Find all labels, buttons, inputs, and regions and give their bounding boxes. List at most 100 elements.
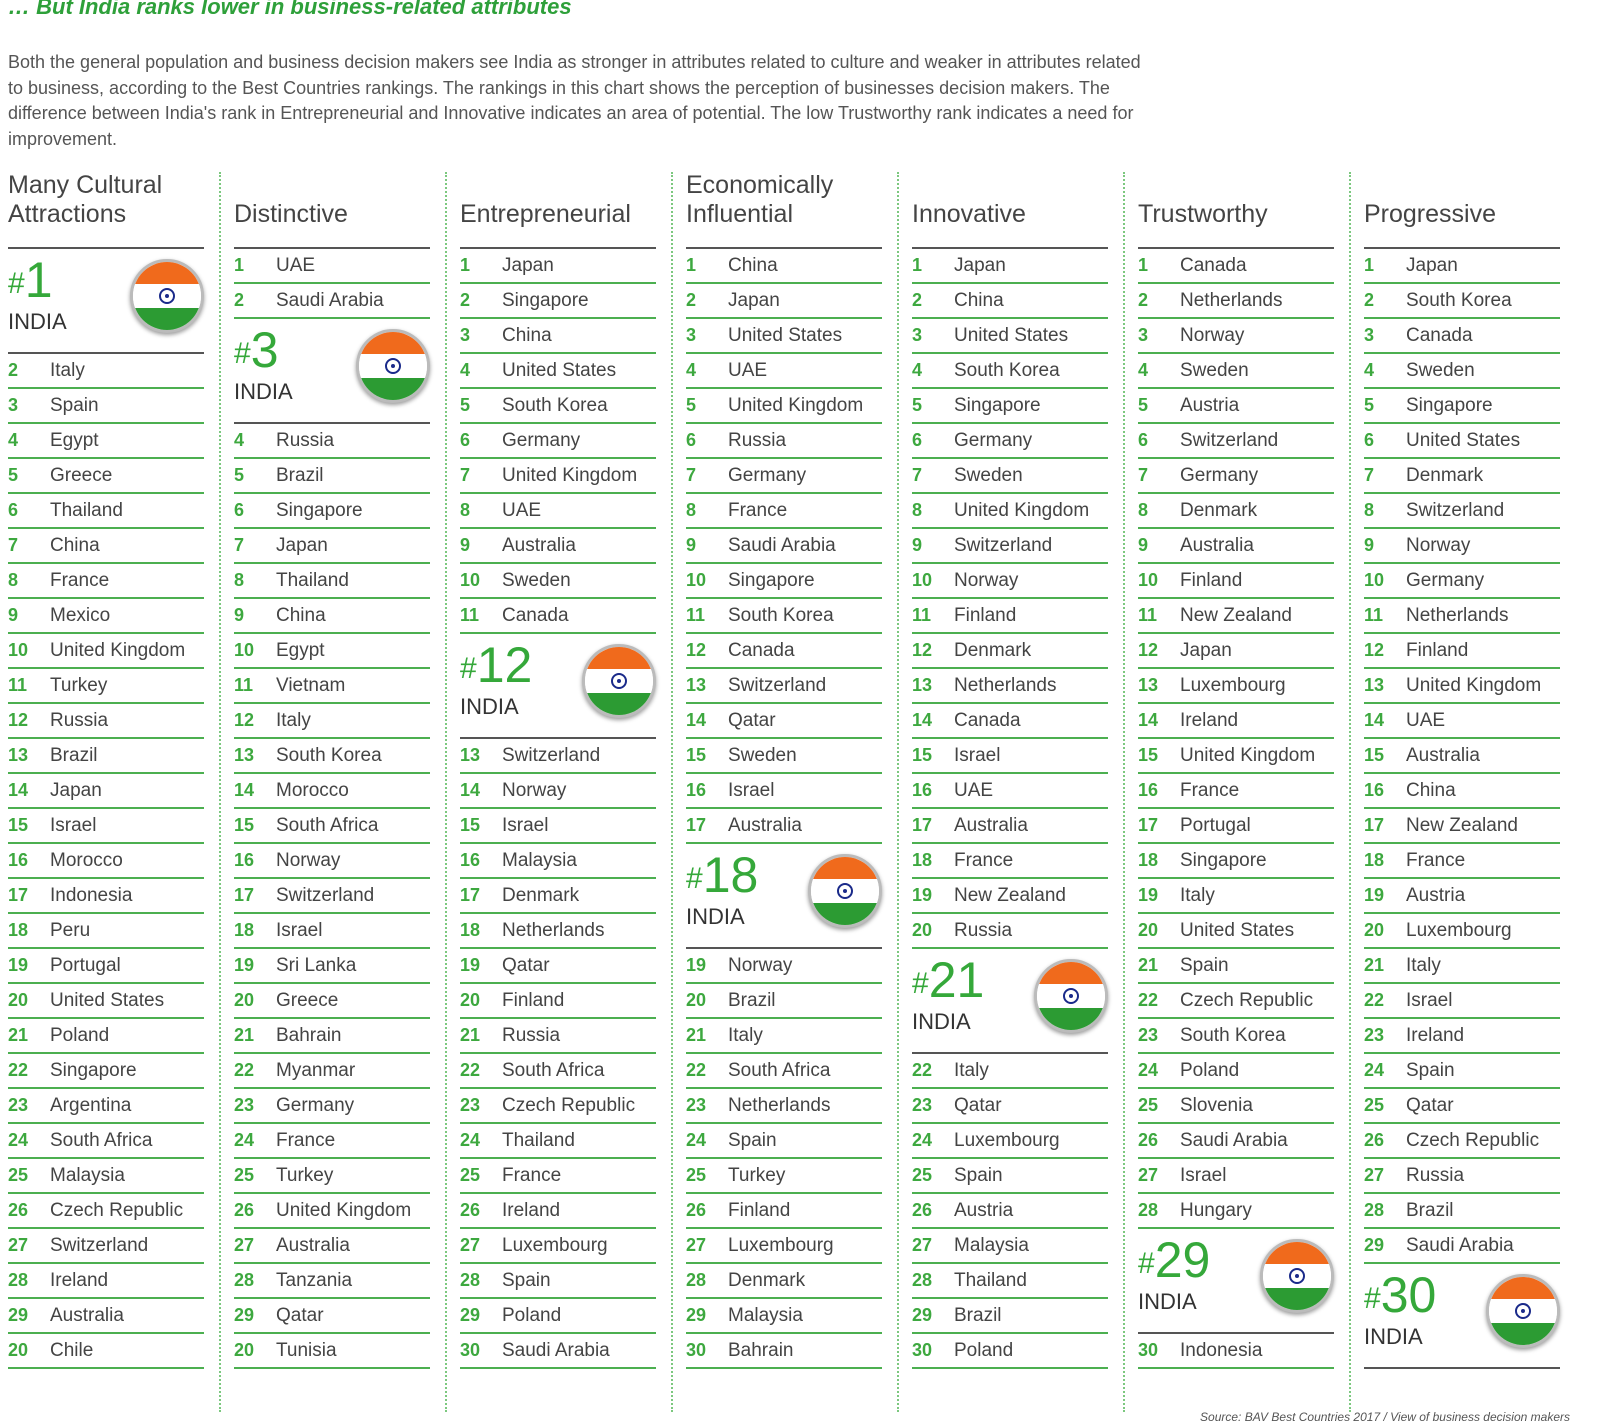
rank-number: 15 [460, 815, 481, 835]
rank-row: 29 Qatar [234, 1299, 430, 1334]
rank-number: 22 [1138, 990, 1159, 1010]
source-note: Source: BAV Best Countries 2017 / View o… [1200, 1410, 1570, 1424]
country-name: Saudi Arabia [502, 1340, 610, 1361]
country-name: Singapore [1406, 395, 1493, 416]
rank-row: 22 South Africa [686, 1054, 882, 1089]
country-name: Israel [502, 815, 549, 836]
rank-number: 8 [912, 500, 923, 520]
rank-number: 14 [234, 780, 255, 800]
rank-number: 28 [686, 1270, 707, 1290]
india-rank-number: 21 [928, 952, 985, 1008]
rank-row: 8 France [8, 564, 204, 599]
column-divider [1349, 172, 1351, 1412]
rank-row: 20 Russia [912, 914, 1108, 949]
rank-number: 1 [1364, 255, 1375, 275]
country-name: France [276, 1130, 336, 1151]
country-name: Australia [954, 815, 1028, 836]
rank-row: 28 Spain [460, 1264, 656, 1299]
rank-number: 8 [1364, 500, 1375, 520]
rank-row: 2 Japan [686, 284, 882, 319]
column-header: Innovative [912, 170, 1108, 249]
rank-number: 26 [686, 1200, 707, 1220]
country-name: Canada [1406, 325, 1473, 346]
rank-row: 9 Switzerland [912, 529, 1108, 564]
column-title: Innovative [912, 200, 1026, 228]
country-name: Israel [1180, 1165, 1227, 1186]
rank-row: 14 UAE [1364, 704, 1560, 739]
country-name: Denmark [1180, 500, 1258, 521]
country-name: Israel [728, 780, 775, 801]
rank-row: 7 Germany [1138, 459, 1334, 494]
rank-row: 1 China [686, 249, 882, 284]
country-name: Brazil [1406, 1200, 1454, 1221]
country-name: Malaysia [954, 1235, 1029, 1256]
rank-row: 18 Peru [8, 914, 204, 949]
rank-number: 19 [1138, 885, 1159, 905]
rank-number: 7 [686, 465, 697, 485]
rank-row: 7 United Kingdom [460, 459, 656, 494]
rank-row: 16 Morocco [8, 844, 204, 879]
rank-number: 8 [8, 570, 19, 590]
country-name: Australia [276, 1235, 350, 1256]
country-name: Luxembourg [1180, 675, 1286, 696]
country-name: Germany [954, 430, 1033, 451]
country-name: Russia [954, 920, 1013, 941]
india-label: INDIA [460, 694, 519, 719]
rank-row: 1 Canada [1138, 249, 1334, 284]
rank-number: 6 [1364, 430, 1375, 450]
country-name: Japan [728, 290, 780, 311]
rank-number: 9 [234, 605, 245, 625]
intro-paragraph: Both the general population and business… [8, 52, 1141, 149]
india-rank-number: 12 [476, 637, 533, 693]
rank-number: 6 [460, 430, 471, 450]
country-name: South Korea [1406, 290, 1512, 311]
rank-number: 7 [1138, 465, 1149, 485]
rank-number: 13 [460, 745, 481, 765]
rank-number: 12 [1364, 640, 1385, 660]
rank-row: 12 Canada [686, 634, 882, 669]
rank-row: 22 Italy [912, 1054, 1108, 1089]
rank-row: 5 Greece [8, 459, 204, 494]
rank-row: 28 Ireland [8, 1264, 204, 1299]
rank-row: 5 Singapore [912, 389, 1108, 424]
country-name: Czech Republic [50, 1200, 184, 1221]
rank-row: 13 Brazil [8, 739, 204, 774]
hash-sign: # [234, 337, 251, 370]
column-header: Distinctive [234, 170, 430, 249]
country-name: Brazil [276, 465, 324, 486]
rank-row: 30 Indonesia [1138, 1334, 1334, 1369]
country-name: Luxembourg [502, 1235, 608, 1256]
country-name: Greece [50, 465, 113, 486]
country-name: Poland [1180, 1060, 1240, 1081]
country-name: United States [728, 325, 843, 346]
rank-number: 12 [1138, 640, 1159, 660]
rank-number: 13 [234, 745, 255, 765]
rank-number: 12 [912, 640, 933, 660]
rank-number: 28 [912, 1270, 933, 1290]
country-name: Saudi Arabia [728, 535, 836, 556]
rank-number: 20 [234, 1340, 255, 1360]
country-name: Netherlands [502, 920, 605, 941]
rank-row: 9 China [234, 599, 430, 634]
country-name: United Kingdom [502, 465, 638, 486]
rank-row: 16 France [1138, 774, 1334, 809]
rank-number: 26 [912, 1200, 933, 1220]
rank-row: 14 Qatar [686, 704, 882, 739]
country-name: France [50, 570, 110, 591]
country-name: Switzerland [728, 675, 827, 696]
country-name: Greece [276, 990, 339, 1011]
country-name: UAE [728, 360, 768, 381]
rank-number: 29 [1364, 1235, 1385, 1255]
rank-number: 13 [1138, 675, 1159, 695]
rank-row: 8 Switzerland [1364, 494, 1560, 529]
rank-number: 30 [1138, 1340, 1159, 1360]
rank-number: 24 [8, 1130, 29, 1150]
rank-row: 7 Germany [686, 459, 882, 494]
india-rank: #3 [234, 321, 279, 379]
rank-number: 8 [1138, 500, 1149, 520]
country-name: Germany [502, 430, 581, 451]
rank-number: 17 [1138, 815, 1159, 835]
column-title: Distinctive [234, 200, 348, 228]
country-name: Myanmar [276, 1060, 356, 1081]
rank-number: 4 [686, 360, 697, 380]
